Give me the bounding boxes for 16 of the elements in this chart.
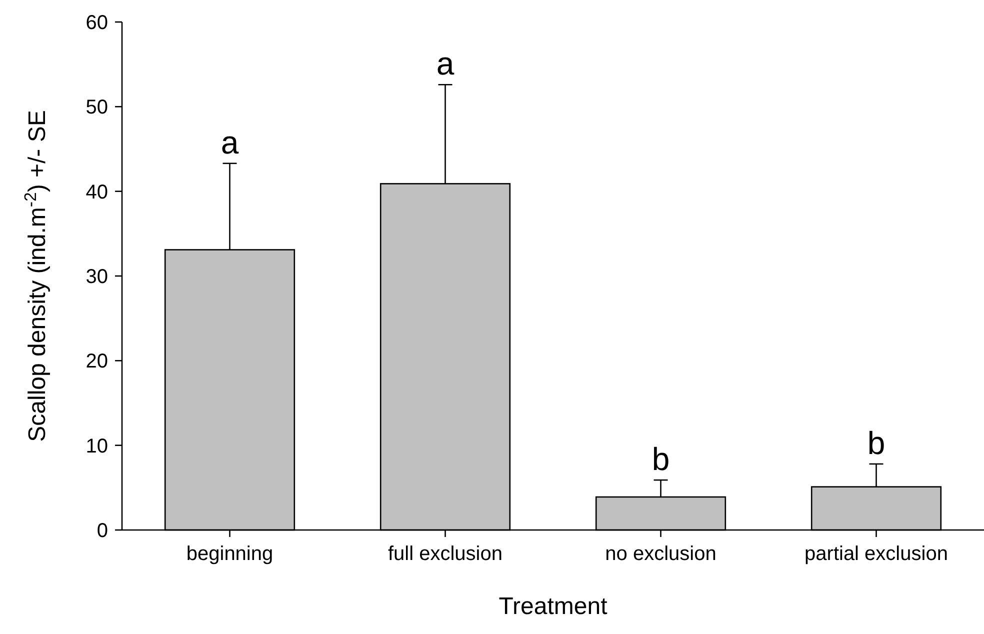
x-axis-title: Treatment: [498, 593, 608, 620]
x-tick-label: partial exclusion: [804, 543, 948, 565]
y-tick-label: 20: [86, 350, 108, 373]
annotation: a: [436, 46, 454, 82]
y-tick-label: 50: [86, 96, 108, 119]
x-tick-label: no exclusion: [605, 543, 716, 565]
y-tick-label: 30: [86, 266, 108, 288]
x-tick-label: full exclusion: [388, 543, 503, 565]
y-tick-label: 60: [86, 12, 108, 34]
annotation: b: [652, 441, 670, 478]
annotation: a: [220, 124, 239, 160]
x-tick-label: beginning: [186, 543, 274, 565]
y-tick-label: 40: [86, 181, 108, 204]
y-tick-label: 10: [86, 435, 108, 458]
annotation: b: [867, 424, 886, 461]
y-tick-label: 0: [96, 520, 108, 542]
